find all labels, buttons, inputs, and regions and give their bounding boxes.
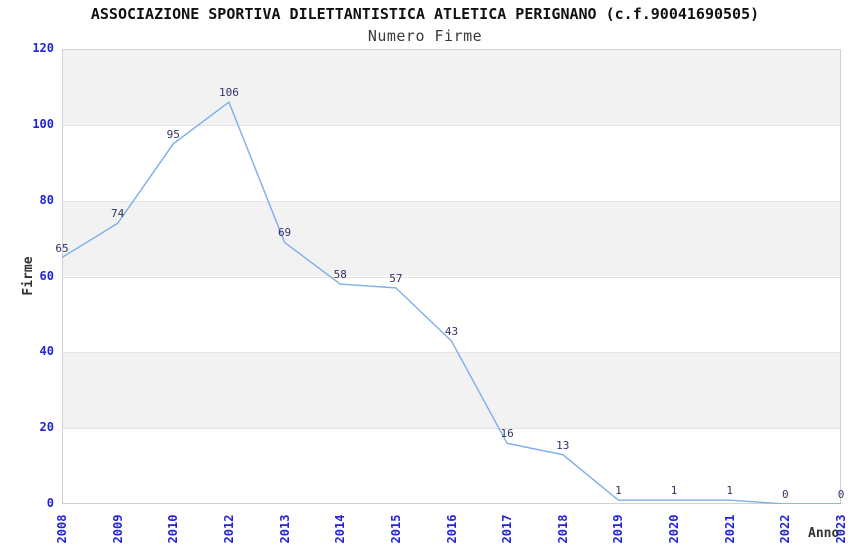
y-tick-label: 80	[39, 192, 54, 207]
x-tick-label: 2013	[277, 514, 292, 544]
data-point-label: 0	[837, 488, 845, 501]
x-tick-label: 2016	[444, 514, 459, 544]
data-point-label: 69	[277, 226, 292, 240]
x-tick-label: 2010	[166, 514, 181, 544]
data-point-label: 0	[782, 488, 789, 501]
plot-band	[62, 352, 841, 429]
x-axis-title: Anno	[808, 526, 840, 541]
data-point-label: 1	[670, 484, 678, 498]
data-point-label: 13	[556, 438, 570, 452]
plot-band	[62, 200, 841, 277]
data-point-label: 16	[500, 427, 514, 441]
plot-band	[62, 428, 841, 504]
chart-subtitle: Numero Firme	[367, 27, 483, 45]
x-tick-label: 2012	[221, 514, 236, 544]
y-axis-title: Firme	[21, 256, 36, 296]
x-tick-label: 2022	[778, 514, 793, 544]
data-point-label: 1	[726, 484, 734, 498]
plot-area: 65 74 95 106 69 58 57 43 16 13 1 1 1 0 0	[55, 49, 844, 504]
x-tick-label: 2021	[722, 514, 737, 544]
chart-title: ASSOCIAZIONE SPORTIVA DILETTANTISTICA AT…	[90, 5, 760, 23]
y-tick-label: 60	[39, 268, 54, 283]
data-point-label: 1	[615, 484, 622, 498]
data-point-label: 43	[444, 324, 459, 338]
x-tick-label: 2019	[611, 514, 626, 544]
gridline	[62, 200, 841, 202]
x-tick-label: 2008	[55, 514, 69, 544]
x-tick-label: 2009	[110, 514, 125, 544]
data-point-label: 74	[111, 207, 125, 221]
data-point-label: 106	[218, 86, 239, 100]
data-point-label: 95	[166, 127, 180, 141]
gridline	[62, 124, 841, 126]
plot-band	[62, 124, 841, 201]
data-point-label: 58	[333, 268, 347, 282]
data-point-label: 57	[389, 271, 403, 285]
y-tick-label: 40	[39, 344, 54, 359]
y-tick-label: 120	[32, 41, 54, 55]
line-series	[62, 100, 841, 504]
plot-band	[62, 49, 841, 125]
data-point-label: 65	[55, 241, 69, 255]
x-tick-label: 2020	[667, 514, 682, 544]
x-tick-label: 2015	[388, 514, 403, 544]
x-tick-label: 2014	[333, 514, 348, 544]
y-tick-label: 20	[39, 420, 54, 435]
plot-band	[62, 276, 841, 353]
gridline	[62, 428, 841, 430]
x-tick-label: 2018	[555, 514, 570, 544]
y-tick-label: 0	[46, 496, 54, 510]
gridline	[62, 276, 841, 278]
gridline	[62, 352, 841, 354]
y-tick-label: 100	[32, 116, 54, 131]
line-path	[62, 100, 841, 504]
x-tick-label: 2017	[500, 514, 515, 544]
